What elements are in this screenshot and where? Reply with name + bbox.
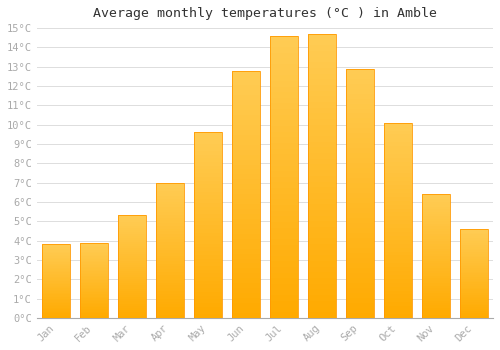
Bar	[384, 123, 412, 318]
Bar	[194, 132, 222, 318]
Bar	[156, 183, 184, 318]
Bar	[232, 71, 260, 318]
Bar	[422, 194, 450, 318]
Title: Average monthly temperatures (°C ) in Amble: Average monthly temperatures (°C ) in Am…	[93, 7, 437, 20]
Bar	[346, 69, 374, 318]
Bar	[118, 216, 146, 318]
Bar	[42, 244, 70, 318]
Bar	[460, 229, 488, 318]
Bar	[80, 243, 108, 318]
Bar	[270, 36, 298, 318]
Bar	[308, 34, 336, 318]
